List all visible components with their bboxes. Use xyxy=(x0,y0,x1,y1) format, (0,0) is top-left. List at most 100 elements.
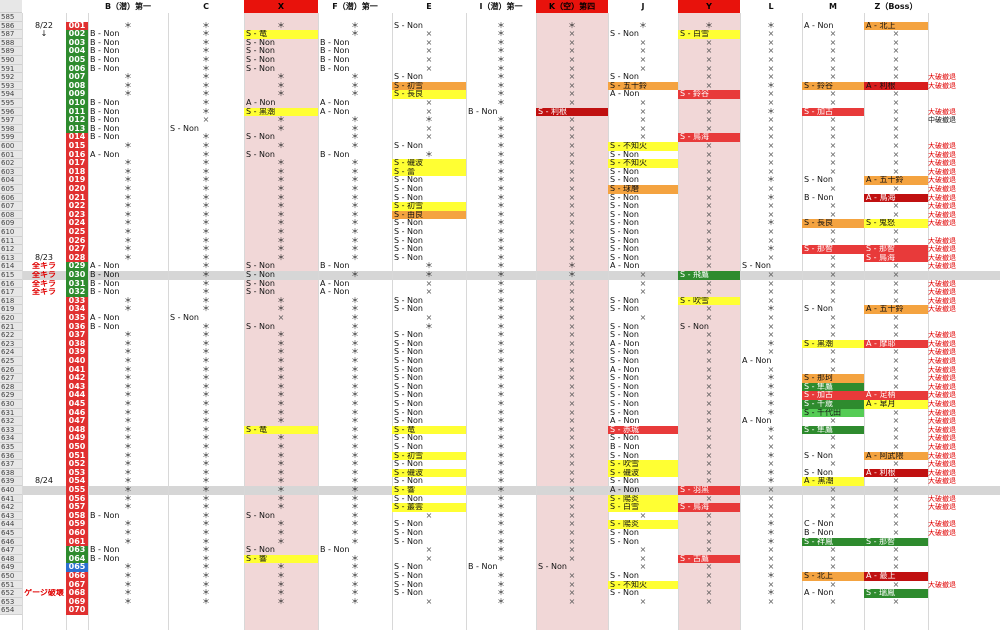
cell-F[interactable]: B - Non xyxy=(320,47,350,56)
cell-L[interactable]: × xyxy=(767,597,775,606)
cell-F[interactable]: ＊ xyxy=(351,434,359,443)
cell-B[interactable]: ＊ xyxy=(124,520,132,529)
cell-L[interactable]: × xyxy=(767,365,775,374)
cell-L[interactable]: S - Non xyxy=(742,262,771,271)
cell-I[interactable]: ＊ xyxy=(497,546,505,555)
row-number[interactable]: 643 xyxy=(0,511,22,521)
cell-B[interactable]: B - Non xyxy=(90,99,120,107)
row-number[interactable]: 637 xyxy=(0,460,22,469)
cell-C[interactable]: ＊ xyxy=(202,511,210,520)
cell-M[interactable]: × xyxy=(829,357,837,365)
cell-Y[interactable]: × xyxy=(705,236,713,245)
cell-M[interactable]: × xyxy=(829,142,837,150)
cell-M[interactable]: S - Non xyxy=(804,451,833,460)
cell-M[interactable]: × xyxy=(829,554,837,563)
cell-E[interactable]: S - Non xyxy=(394,408,423,417)
cell-B[interactable]: ＊ xyxy=(124,486,132,494)
cell-J[interactable]: × xyxy=(639,546,647,555)
cell-E[interactable]: S - 磯波 xyxy=(392,159,466,168)
cell-E[interactable]: S - Non xyxy=(394,580,423,589)
cell-Y[interactable]: S - 白雪 xyxy=(678,30,740,39)
cell-M[interactable]: × xyxy=(829,597,837,606)
row-number[interactable]: 638 xyxy=(0,468,22,478)
cell-K[interactable]: × xyxy=(568,73,576,82)
cell-X[interactable]: ＊ xyxy=(277,124,285,133)
cell-X[interactable]: ＊ xyxy=(277,537,285,546)
cell-J[interactable]: A - Non xyxy=(610,90,640,99)
cell-K[interactable]: × xyxy=(568,520,576,529)
cell-I[interactable]: ＊ xyxy=(497,228,505,236)
cell-Z[interactable]: × xyxy=(892,365,900,374)
cell-E[interactable]: S - Non xyxy=(394,520,423,529)
cell-J[interactable]: S - Non xyxy=(610,348,639,357)
cell-F[interactable]: ＊ xyxy=(351,425,359,434)
cell-X[interactable]: ＊ xyxy=(277,451,285,460)
cell-I[interactable]: ＊ xyxy=(497,434,505,443)
cell-I[interactable]: ＊ xyxy=(497,520,505,529)
cell-E[interactable]: × xyxy=(425,511,433,520)
cell-Y[interactable]: × xyxy=(705,142,713,150)
cell-I[interactable]: ＊ xyxy=(497,296,505,305)
cell-C[interactable]: ＊ xyxy=(202,503,210,512)
cell-X[interactable]: ＊ xyxy=(277,73,285,82)
cell-E[interactable]: S - Non xyxy=(394,460,423,469)
cell-B[interactable]: B - Non xyxy=(90,511,120,520)
cell-I[interactable]: B - Non xyxy=(468,107,498,116)
cell-B[interactable]: ＊ xyxy=(124,21,132,30)
cell-X[interactable]: ＊ xyxy=(277,296,285,305)
cell-I[interactable]: ＊ xyxy=(497,21,505,30)
cell-E[interactable]: S - 叢雲 xyxy=(392,503,466,512)
cell-F[interactable]: ＊ xyxy=(351,339,359,348)
cell-Y[interactable]: × xyxy=(705,443,713,451)
cell-J[interactable]: A - Non xyxy=(610,339,640,348)
cell-E[interactable]: × xyxy=(425,546,433,555)
cell-Z[interactable]: × xyxy=(892,288,900,297)
cell-L[interactable]: × xyxy=(767,73,775,82)
cell-C[interactable]: ＊ xyxy=(202,486,210,494)
cell-L[interactable]: × xyxy=(767,443,775,451)
cell-K[interactable]: × xyxy=(568,529,576,537)
cell-C[interactable]: ＊ xyxy=(202,288,210,297)
cell-I[interactable]: ＊ xyxy=(497,279,505,288)
cell-E[interactable]: × xyxy=(425,279,433,288)
cell-B[interactable]: B - Non xyxy=(90,107,120,116)
cell-E[interactable]: S - 竜 xyxy=(392,425,466,435)
cell-L[interactable]: × xyxy=(767,253,775,262)
cell-E[interactable]: S - Non xyxy=(394,477,423,486)
cell-E[interactable]: × xyxy=(425,99,433,107)
cell-L[interactable]: A - Non xyxy=(742,417,772,426)
cell-F[interactable]: ＊ xyxy=(351,21,359,30)
cell-M[interactable]: B - Non xyxy=(804,529,834,537)
cell-Y[interactable]: × xyxy=(705,279,713,288)
cell-M[interactable]: × xyxy=(829,30,837,39)
cell-X[interactable]: ＊ xyxy=(277,563,285,572)
cell-F[interactable]: ＊ xyxy=(351,572,359,580)
cell-X[interactable]: ＊ xyxy=(277,486,285,494)
cell-J[interactable]: S - Non xyxy=(610,589,639,598)
cell-Y[interactable]: × xyxy=(705,245,713,254)
cell-I[interactable]: ＊ xyxy=(497,210,505,219)
column-header-Z[interactable]: Z（Boss） xyxy=(874,2,918,11)
cell-K[interactable]: × xyxy=(568,503,576,512)
cell-I[interactable]: ＊ xyxy=(497,572,505,580)
cell-F[interactable]: ＊ xyxy=(351,417,359,426)
cell-F[interactable]: ＊ xyxy=(351,589,359,598)
cell-M[interactable]: A - Non xyxy=(804,21,834,30)
cell-X[interactable]: ＊ xyxy=(277,219,285,228)
cell-E[interactable]: ＊ xyxy=(425,150,433,159)
cell-I[interactable]: ＊ xyxy=(497,73,505,82)
cell-Y[interactable]: S - 鈴谷 xyxy=(678,90,740,99)
cell-F[interactable]: ＊ xyxy=(351,116,359,125)
cell-K[interactable]: × xyxy=(568,124,576,133)
cell-L[interactable]: ＊ xyxy=(767,425,775,434)
cell-B[interactable]: ＊ xyxy=(124,159,132,168)
row-number[interactable]: 611 xyxy=(0,236,22,246)
cell-Y[interactable]: × xyxy=(705,150,713,159)
cell-M[interactable]: S - 北上 xyxy=(802,572,864,581)
cell-C[interactable]: ＊ xyxy=(202,150,210,159)
cell-K[interactable]: × xyxy=(568,30,576,39)
cell-F[interactable]: ＊ xyxy=(351,185,359,193)
cell-F[interactable]: ＊ xyxy=(351,167,359,176)
cell-M[interactable]: × xyxy=(829,443,837,451)
cell-I[interactable]: ＊ xyxy=(497,417,505,426)
